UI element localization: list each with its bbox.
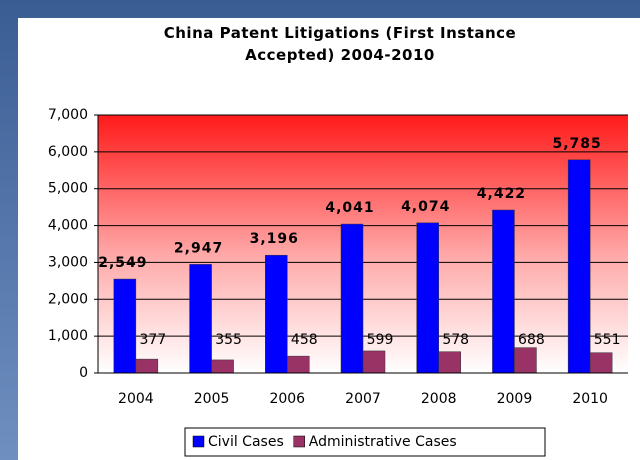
x-tick-label: 2006: [269, 391, 305, 407]
y-tick-label: 1,000: [48, 328, 88, 344]
bar: [135, 358, 159, 374]
value-label: 377: [139, 332, 166, 348]
y-tick-label: 0: [79, 365, 88, 381]
value-label: 2,549: [98, 255, 147, 271]
y-tick-label: 4,000: [48, 218, 88, 234]
value-label: 688: [518, 332, 545, 348]
legend-label: Civil Cases: [208, 434, 284, 450]
x-tick-label: 2008: [421, 391, 457, 407]
bar: [113, 278, 137, 374]
bar: [211, 359, 234, 374]
bar: [492, 209, 515, 374]
value-label: 355: [215, 332, 242, 348]
bar: [589, 352, 613, 374]
bar: [514, 347, 537, 374]
legend-swatch: [293, 435, 305, 448]
value-label: 2,947: [174, 240, 223, 256]
value-label: 4,422: [477, 186, 526, 202]
x-tick-label: 2007: [345, 391, 381, 407]
value-label: 599: [367, 332, 394, 348]
y-tick-label: 3,000: [48, 254, 88, 270]
bar: [189, 264, 212, 374]
bar: [287, 355, 310, 374]
value-label: 458: [291, 332, 318, 348]
x-tick-label: 2010: [572, 391, 608, 407]
y-tick-label: 7,000: [48, 107, 88, 123]
bar: [265, 254, 288, 374]
value-label: 3,196: [250, 231, 299, 247]
value-label: 4,074: [401, 199, 450, 215]
bar: [340, 223, 364, 374]
chart-title: China Patent Litigations (First Instance…: [163, 24, 517, 64]
value-label: 5,785: [552, 136, 601, 152]
legend-label: Administrative Cases: [309, 434, 457, 450]
x-tick-label: 2004: [118, 391, 154, 407]
bar: [567, 159, 591, 374]
x-tick-label: 2009: [497, 391, 533, 407]
y-tick-label: 5,000: [48, 181, 88, 197]
value-label: 578: [442, 332, 469, 348]
bar: [362, 350, 386, 374]
legend-box: [184, 427, 546, 457]
y-tick-label: 2,000: [48, 291, 88, 307]
bar: [416, 222, 439, 374]
legend-swatch: [192, 435, 205, 448]
y-tick-label: 6,000: [48, 144, 88, 160]
value-label: 551: [594, 332, 621, 348]
bar: [438, 351, 461, 374]
value-label: 4,041: [325, 200, 374, 216]
x-tick-label: 2005: [194, 391, 230, 407]
